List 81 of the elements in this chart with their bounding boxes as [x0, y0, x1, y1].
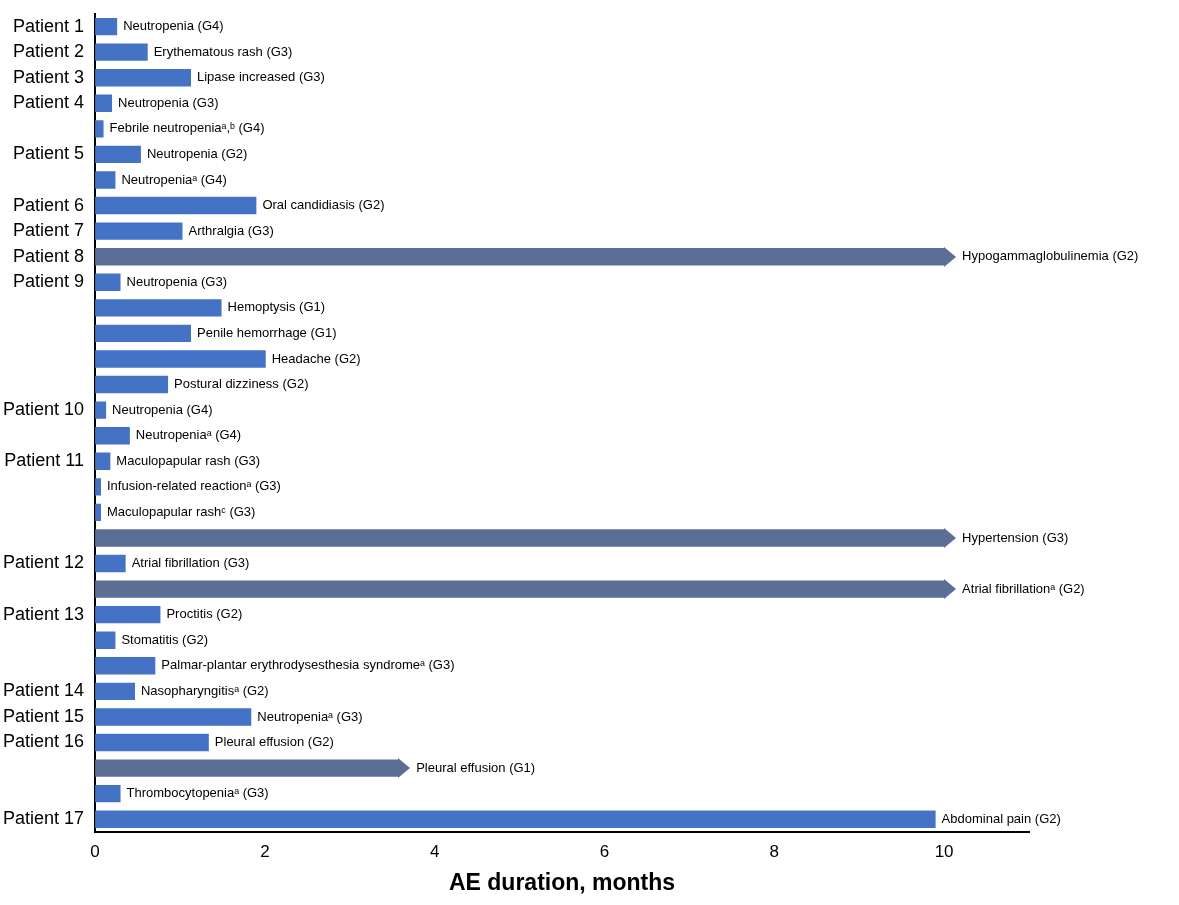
- bar: [95, 784, 121, 803]
- data-label: Neutropenia (G3): [118, 94, 219, 110]
- bar: [95, 94, 113, 112]
- y-tick-label: Patient 7: [13, 220, 85, 241]
- bar: [95, 631, 116, 649]
- bar: [95, 708, 252, 726]
- data-label: Postural dizziness (G2): [174, 376, 309, 392]
- data-label: Neutropenia (G4): [112, 401, 213, 417]
- bar: [95, 682, 135, 701]
- data-label: Neutropenia (G4): [123, 18, 224, 34]
- data-label: Abdominal pain (G2): [941, 810, 1061, 826]
- bar: [95, 401, 107, 419]
- y-tick-label: Patient 5: [13, 143, 85, 164]
- x-axis-title: AE duration, months: [448, 868, 676, 895]
- bar: [95, 196, 257, 215]
- data-label: Hypogammaglobulinemia (G2): [962, 248, 1139, 264]
- data-label: Hypertension (G3): [962, 529, 1069, 545]
- bar: [95, 120, 104, 138]
- bar: [95, 350, 266, 368]
- y-tick-label: Patient 6: [13, 194, 85, 215]
- data-label: Febrile neutropeniaᵃ,ᵇ (G4): [109, 120, 265, 136]
- data-label: Headache (G2): [271, 350, 361, 366]
- data-label: Stomatitis (G2): [121, 631, 209, 647]
- y-tick-label: Patient 15: [3, 705, 85, 726]
- bar: [95, 43, 148, 61]
- data-label: Erythematous rash (G3): [153, 43, 293, 59]
- data-label: Penile hemorrhage (G1): [197, 324, 337, 340]
- data-label: Proctitis (G2): [166, 606, 243, 622]
- x-tick-label: 2: [260, 841, 270, 861]
- data-label: Neutropeniaᵃ (G3): [257, 708, 363, 724]
- data-label: Lipase increased (G3): [197, 69, 325, 85]
- y-tick-label: Patient 9: [13, 271, 85, 292]
- x-tick-label: 0: [90, 841, 100, 861]
- bar: [95, 657, 156, 675]
- data-label: Nasopharyngitisᵃ (G2): [140, 682, 269, 698]
- data-label: Arthralgia (G3): [188, 222, 274, 238]
- data-label: Thrombocytopeniaᵃ (G3): [126, 785, 269, 801]
- bar: [95, 810, 936, 828]
- bar: [95, 375, 169, 394]
- data-label: Atrial fibrillation (G3): [131, 555, 250, 571]
- data-label: Atrial fibrillationᵃ (G2): [962, 580, 1085, 596]
- y-tick-label: Patient 13: [3, 603, 85, 624]
- bar: [95, 299, 222, 317]
- data-label: Hemoptysis (G1): [227, 299, 326, 315]
- x-tick-label: 10: [934, 841, 954, 861]
- bar: [95, 145, 141, 164]
- data-label: Neutropeniaᵃ (G4): [121, 171, 227, 187]
- y-tick-label: Patient 1: [13, 15, 85, 36]
- y-tick-label: Patient 3: [13, 66, 85, 87]
- y-tick-label: Patient 4: [13, 92, 85, 113]
- data-label: Maculopapular rashᶜ (G3): [107, 503, 256, 519]
- bar: [95, 222, 183, 240]
- bar: [95, 324, 191, 343]
- bar: [95, 171, 116, 189]
- data-label: Pleural effusion (G2): [214, 734, 334, 750]
- bar: [95, 69, 191, 87]
- x-tick-label: 6: [599, 841, 610, 861]
- y-tick-label: Patient 16: [3, 731, 85, 752]
- y-tick-label: Patient 14: [3, 680, 85, 701]
- data-label: Neutropeniaᵃ (G4): [135, 427, 242, 443]
- y-tick-label: Patient 17: [3, 808, 85, 829]
- y-tick-label: Patient 12: [3, 552, 85, 573]
- bar: [95, 273, 121, 291]
- data-label: Infusion-related reactionᵃ (G3): [107, 478, 281, 494]
- data-label: Neutropenia (G3): [126, 273, 227, 289]
- bar: [95, 426, 130, 445]
- bar: [95, 17, 118, 36]
- data-label: Palmar-plantar erythrodysesthesia syndromeᵃ (G3): [161, 657, 455, 673]
- bar: [95, 554, 126, 573]
- data-label: Pleural effusion (G1): [416, 759, 536, 775]
- x-tick-label: 4: [429, 841, 440, 861]
- bar: [95, 733, 209, 752]
- data-label: Neutropenia (G2): [146, 146, 248, 162]
- y-tick-label: Patient 2: [13, 41, 85, 62]
- y-tick-label: Patient 8: [13, 245, 85, 266]
- data-label: Maculopapular rash (G3): [116, 452, 261, 468]
- y-tick-label: Patient 11: [4, 450, 85, 471]
- data-label: Oral candidiasis (G2): [262, 197, 385, 213]
- x-tick-label: 8: [769, 841, 780, 861]
- y-tick-label: Patient 10: [3, 399, 85, 420]
- bar: [95, 605, 161, 624]
